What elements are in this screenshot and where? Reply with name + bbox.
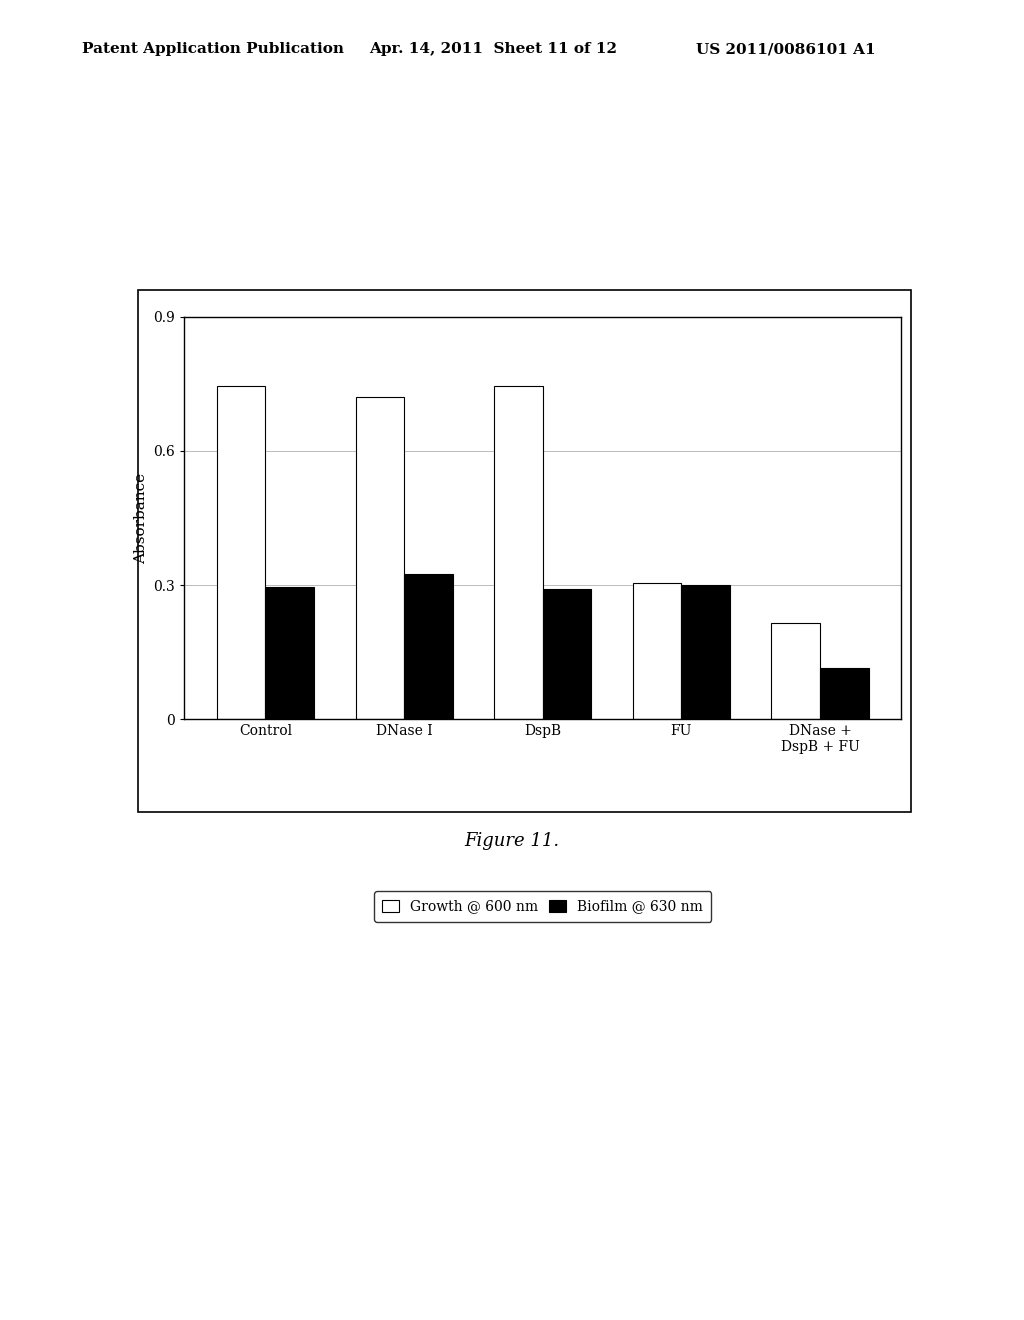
Text: Apr. 14, 2011  Sheet 11 of 12: Apr. 14, 2011 Sheet 11 of 12 [369, 42, 616, 57]
Bar [404, 574, 453, 719]
Text: Figure 11.: Figure 11. [465, 832, 559, 850]
Bar [355, 397, 404, 719]
Bar [633, 583, 681, 719]
Bar [217, 387, 265, 719]
Bar [543, 589, 591, 719]
Bar [495, 387, 543, 719]
Bar [265, 587, 314, 719]
Bar [820, 668, 868, 719]
Text: Patent Application Publication: Patent Application Publication [82, 42, 344, 57]
Bar [681, 585, 730, 719]
Legend: Growth @ 600 nm, Biofilm @ 630 nm: Growth @ 600 nm, Biofilm @ 630 nm [374, 891, 712, 921]
Text: US 2011/0086101 A1: US 2011/0086101 A1 [696, 42, 876, 57]
Y-axis label: Absorbance: Absorbance [134, 473, 148, 564]
Bar [771, 623, 820, 719]
